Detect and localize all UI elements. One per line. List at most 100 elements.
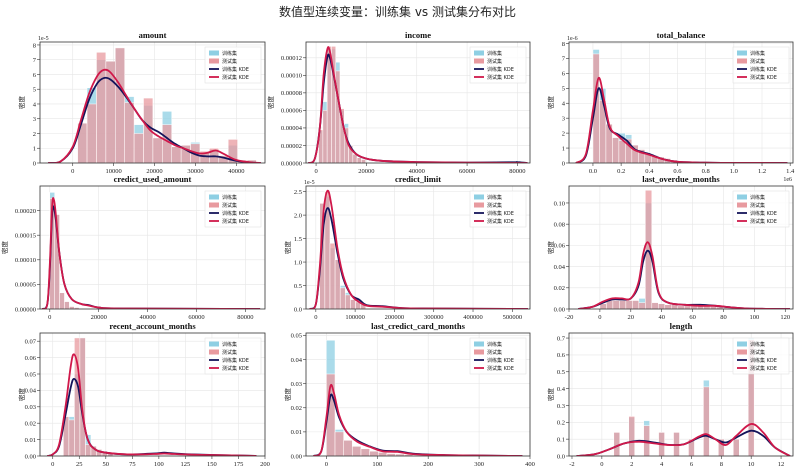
y-tick-label: 8: [562, 41, 565, 48]
axes-frame: [568, 185, 794, 310]
test-bar: [352, 153, 358, 163]
test-bar: [361, 159, 366, 163]
test-bar: [59, 292, 65, 309]
x-tick-label: 4: [660, 461, 664, 467]
train-kde-line: [576, 429, 791, 456]
test-bar: [671, 304, 679, 309]
test-bar: [85, 444, 92, 456]
y-tick-label: 5: [562, 86, 565, 93]
test-bar: [664, 304, 672, 309]
legend-label: 测试集: [487, 349, 502, 356]
legend-label: 测试集 KDE: [487, 74, 514, 81]
subplot-income: 0 20000 40000 60000 80000 0.000000.000020.000…: [266, 30, 531, 175]
y-tick-label: 0.00000: [15, 306, 36, 313]
test-bar: [632, 300, 640, 309]
test-bar: [677, 305, 685, 309]
y-tick-label: 0.04: [25, 388, 37, 395]
x-tick-label: 40000: [228, 168, 244, 175]
y-tick-label: 7: [562, 56, 566, 63]
x-axis: -20 0 20 40 60 80 100 120: [565, 309, 790, 321]
y-tick-label: 6: [33, 72, 37, 79]
subplot-last-credict-card-months: 0 100 200 300 400 0.00 0.01 0.02 0.03 0.04 0.05 密度 l…: [283, 321, 535, 467]
y-tick-label: 0.00010: [281, 73, 302, 80]
test-bar: [152, 137, 163, 163]
test-bar: [360, 448, 370, 456]
subplot-last-overdue-months: -20 0 20 40 60 80 100 1200.000.020.040.060.080.…: [546, 174, 794, 321]
y-tick-label: 0.05: [25, 371, 36, 378]
x-tick-label: 75: [129, 461, 136, 467]
y-axis-label: 密度: [546, 96, 555, 110]
y-axis: 0.00000 0.00005 0.00010 0.00015 0.00020: [15, 208, 40, 313]
y-axis: 0.00000 0.00002 0.00004 0.00006 0.00008 0.000…: [281, 55, 306, 167]
y-tick-label: 0.00: [291, 453, 302, 460]
x-tick-label: 0: [598, 314, 601, 321]
histogram-bars: [326, 339, 414, 456]
legend-swatch-train: [737, 194, 747, 200]
test-bar: [658, 303, 666, 309]
subplot-recent-account-months: 0 25 50 75 100 125 150 175 2000.000.010.020.030.…: [17, 321, 270, 467]
x-tick-label: 0: [600, 461, 603, 467]
legend-label: 测试集 KDE: [222, 365, 249, 372]
y-axis-label: 密度: [283, 388, 292, 402]
x-tick-label: 0: [314, 314, 317, 321]
test-bar: [339, 287, 346, 309]
y-tick-label: 0.02: [25, 421, 36, 428]
subplot-title: last_overdue_months: [642, 174, 720, 184]
y-axis-label: 密度: [546, 388, 555, 402]
legend-label: 训练集: [487, 50, 502, 57]
x-axis: 0 10000 20000 30000 40000: [71, 163, 244, 175]
x-tick-label: 200: [260, 461, 270, 467]
test-bar: [404, 454, 414, 456]
x-tick-label: 200: [423, 461, 433, 467]
y-axis: 0.00 0.02 0.04 0.06 0.08 0.10: [554, 200, 569, 313]
y-tick-label: 0.01: [291, 429, 302, 436]
x-tick-label: 2: [630, 461, 633, 467]
legend-swatch-train: [474, 50, 484, 56]
x-tick-label: 300000: [424, 314, 444, 321]
x-axis: 0 100000 200000 300000 400000 500000: [314, 309, 522, 321]
y-tick-label: 0.03: [291, 381, 302, 388]
x-tick-label: 20: [628, 314, 635, 321]
x-tick-label: 60000: [459, 168, 475, 175]
x-tick-label: 80: [720, 314, 727, 321]
legend-swatch-train: [474, 341, 484, 347]
test-bar: [227, 139, 238, 163]
x-tick-label: 300: [474, 461, 484, 467]
test-bar: [703, 386, 710, 456]
test-bar: [688, 438, 695, 456]
legend-swatch-test: [737, 349, 747, 355]
test-kde-line: [576, 423, 791, 456]
legend-swatch-train: [737, 341, 747, 347]
test-bar: [143, 97, 154, 163]
legend-swatch-test: [209, 202, 219, 208]
x-axis: 0 20000 40000 60000 80000: [314, 163, 526, 175]
legend-label: 测试集: [750, 202, 765, 209]
legend-label: 训练集 KDE: [222, 357, 249, 364]
y-tick-label: 0.00015: [15, 233, 36, 240]
legend-swatch-test: [209, 58, 219, 64]
subplot-amount: 0 10000 20000 30000 40000 0 1 2 3 4 5 6 7 8 密度 1e-5 amou…: [17, 30, 266, 175]
legend-label: 测试集: [487, 58, 502, 65]
test-bar: [599, 303, 607, 309]
test-bar: [343, 440, 353, 456]
legend-label: 测试集: [487, 202, 502, 209]
x-tick-label: 0.2: [617, 168, 625, 175]
histogram-bars: [599, 189, 730, 309]
x-tick-label: 125: [181, 461, 191, 467]
legend-label: 训练集: [222, 194, 237, 201]
legend-label: 训练集: [750, 50, 765, 57]
legend-swatch-test: [474, 58, 484, 64]
test-bar: [378, 452, 388, 456]
y-tick-label: 0.00: [25, 453, 36, 460]
test-bar: [651, 302, 659, 309]
legend-label: 训练集: [222, 341, 237, 348]
y-tick-label: 2: [33, 131, 36, 138]
test-bar: [619, 300, 627, 309]
y-tick-label: 0.06: [25, 355, 37, 362]
test-bar: [86, 103, 97, 163]
legend-label: 训练集 KDE: [222, 210, 249, 217]
subplot-credict-used-amount: 0 20000 40000 60000 800000.000000.000050.000…: [0, 174, 266, 321]
y-tick-label: 0.00008: [281, 90, 302, 97]
